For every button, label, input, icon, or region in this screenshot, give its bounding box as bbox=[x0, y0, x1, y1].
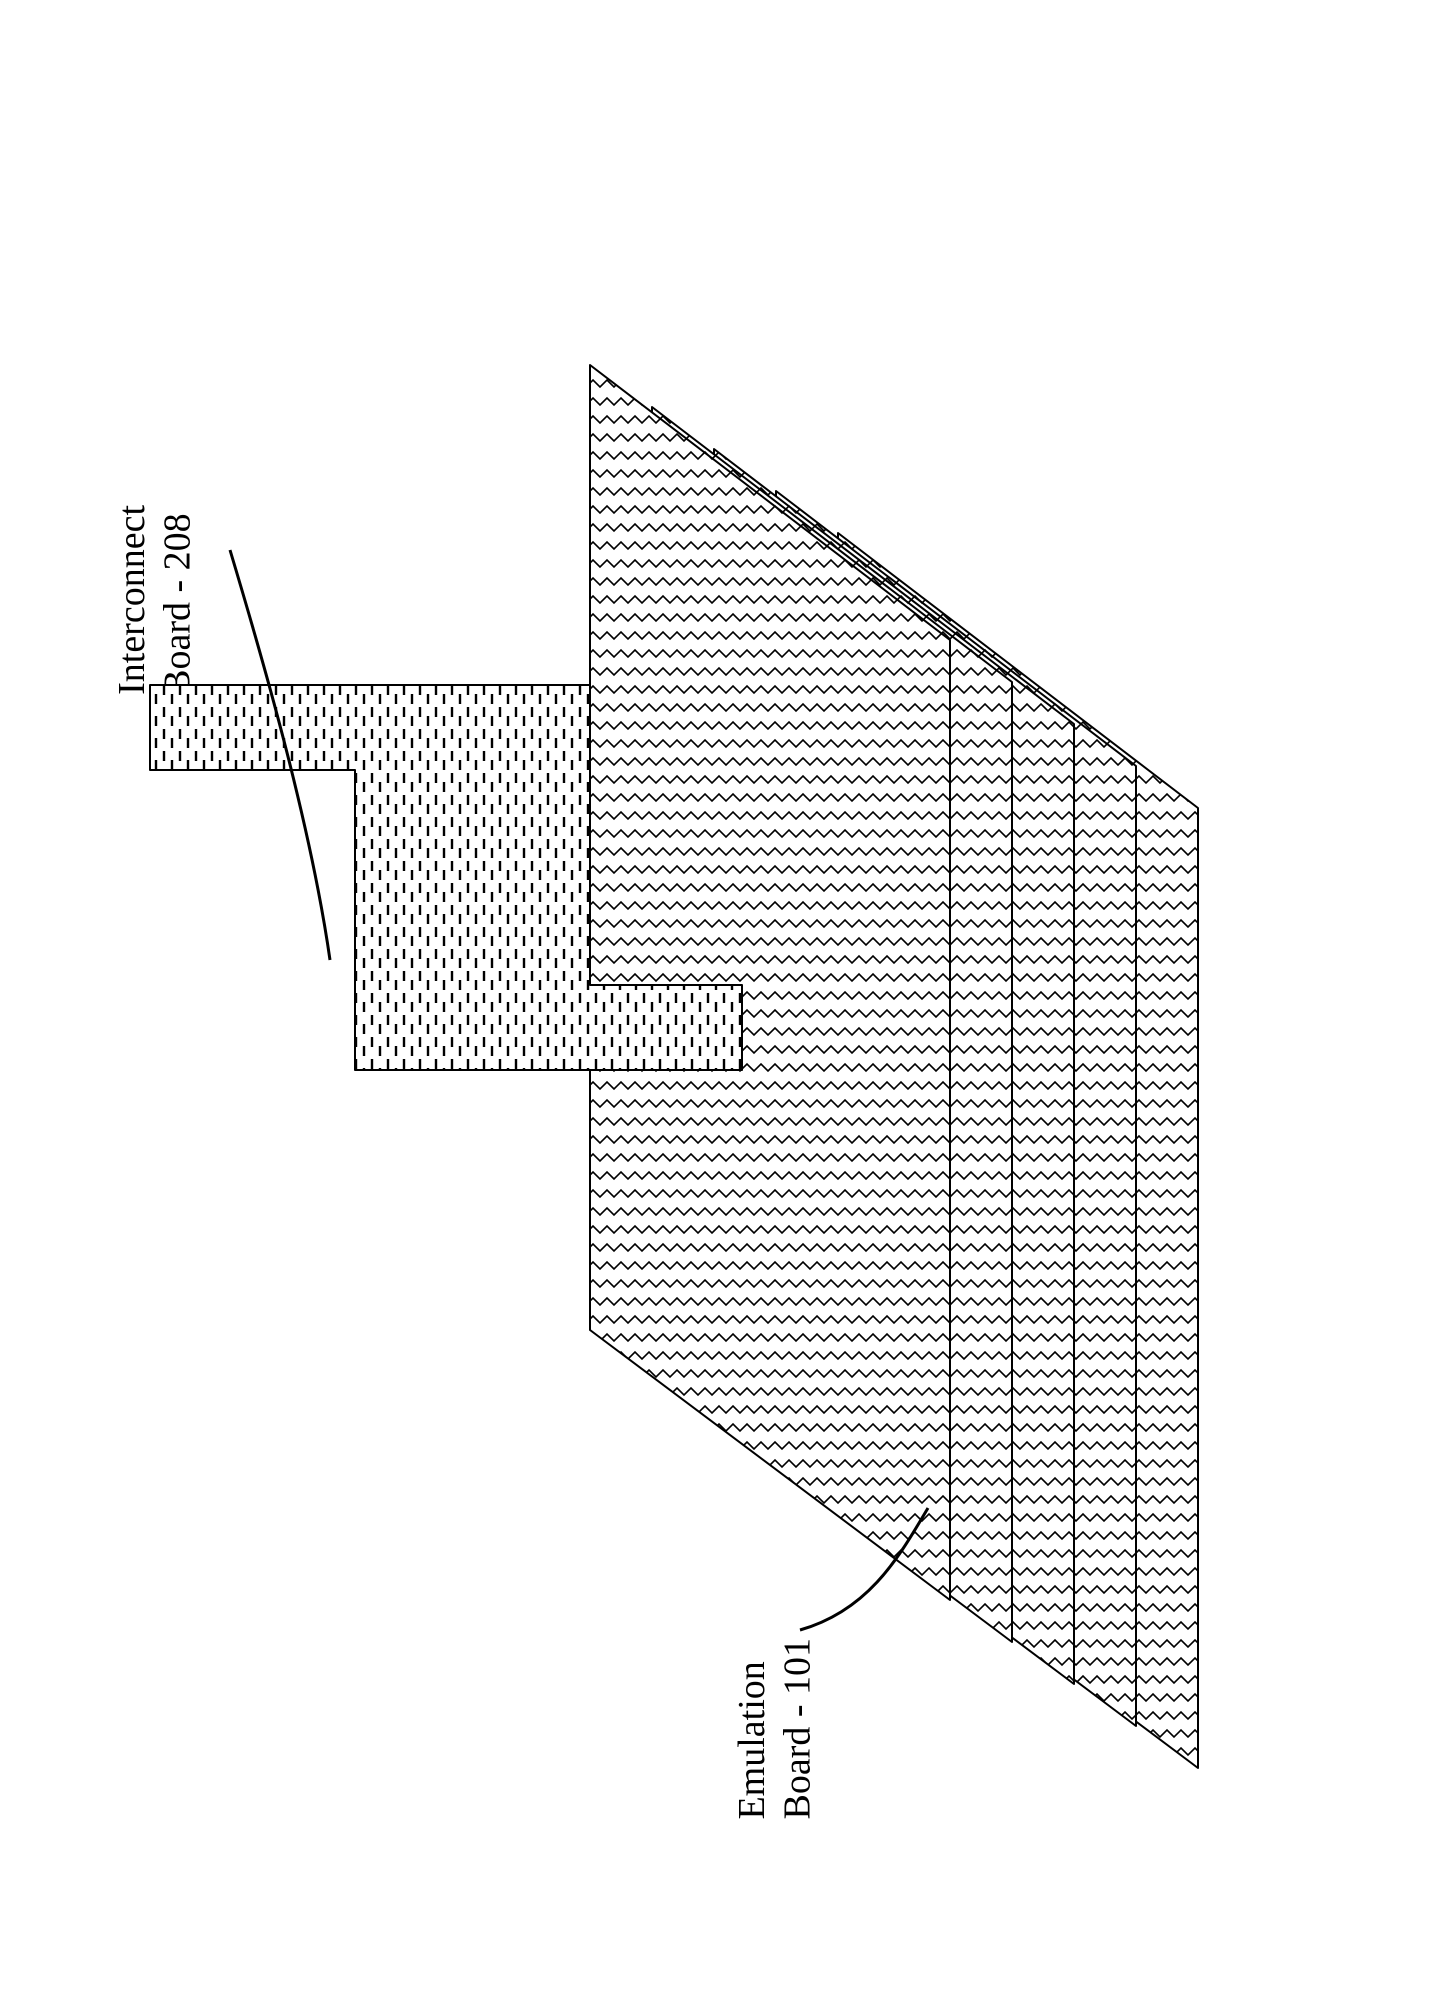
emulation-board bbox=[590, 365, 950, 1600]
diagram-svg bbox=[0, 0, 1442, 2001]
figure-canvas: FIGURE 2 Emulation System - 200 Emulatio… bbox=[0, 0, 1442, 2001]
boards-group bbox=[150, 365, 1198, 1768]
